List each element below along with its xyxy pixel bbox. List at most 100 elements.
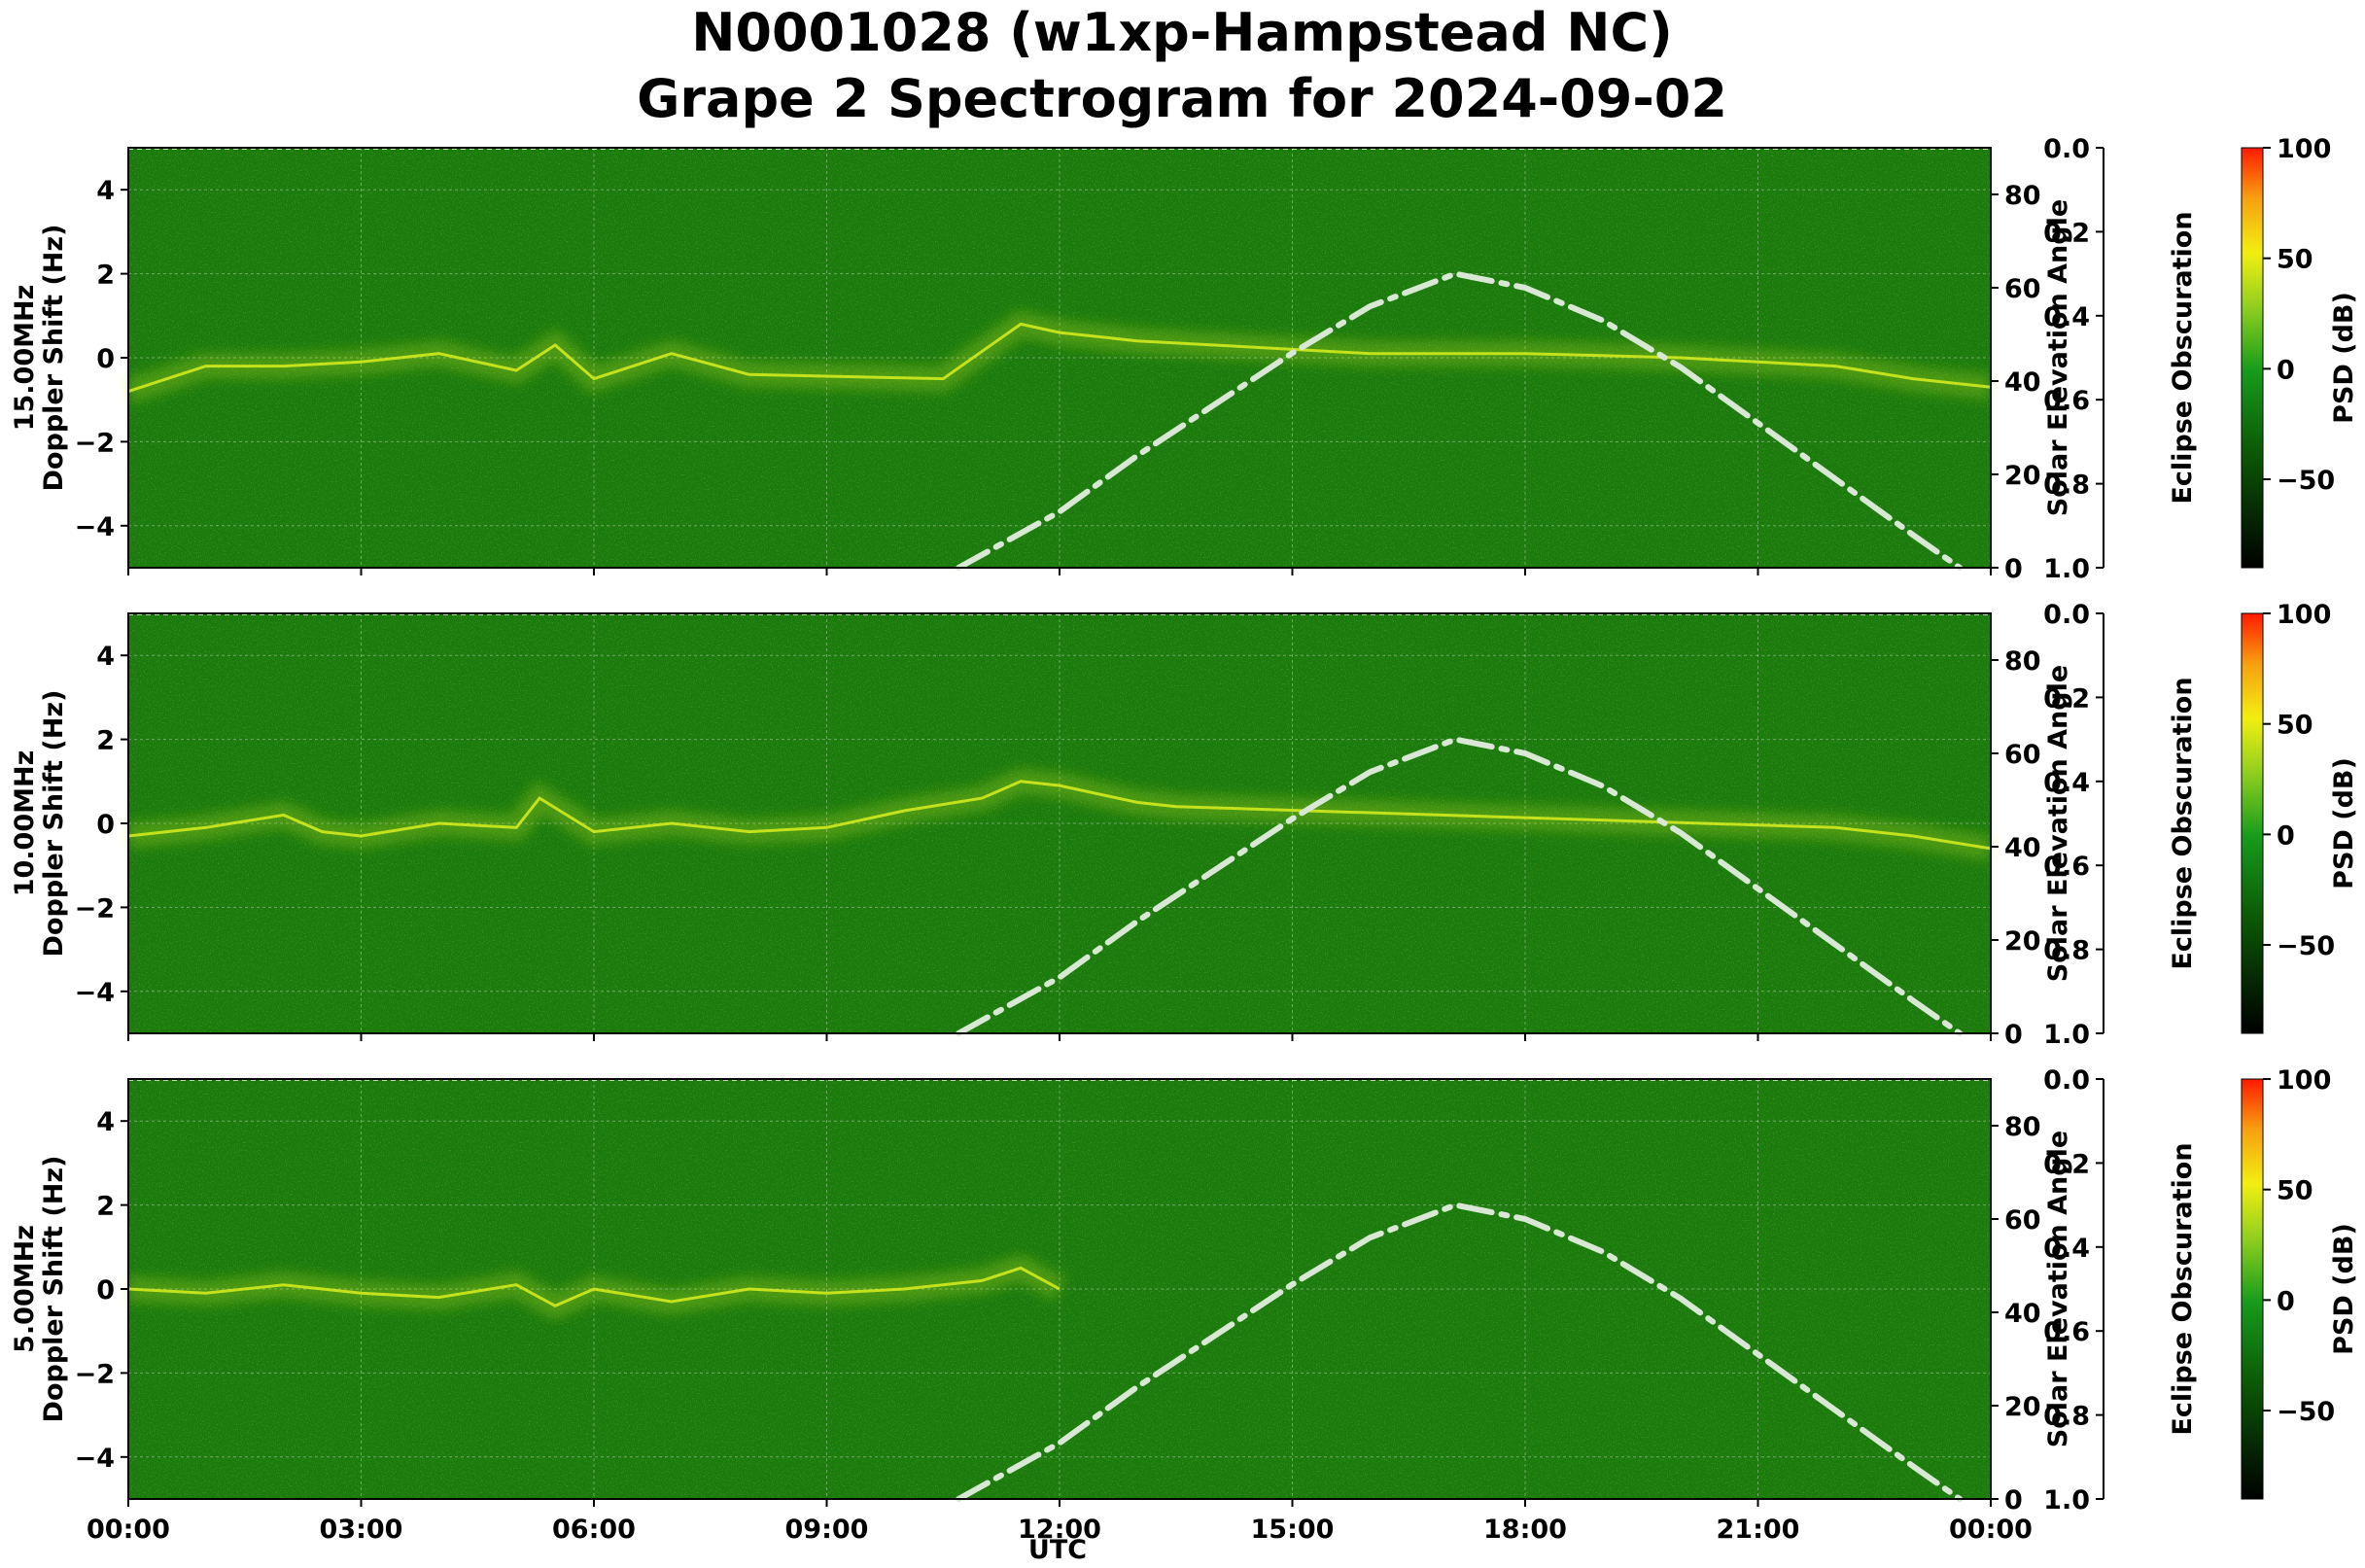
obscuration-tick-label: 0.6 bbox=[2043, 852, 2090, 882]
elevation-tick-label: 60 bbox=[2004, 1205, 2041, 1236]
colorbar-tick-label: 50 bbox=[2277, 1176, 2313, 1206]
signal-trace bbox=[127, 322, 1992, 394]
ylabel-doppler: Doppler Shift (Hz) bbox=[39, 225, 69, 492]
obscuration-tick-label: 0.2 bbox=[2043, 218, 2090, 248]
elevation-tick-label: 20 bbox=[2004, 926, 2041, 957]
panel-3: 420−2−45.00MHz Doppler Shift (Hz)80604020… bbox=[10, 1065, 2359, 1545]
left-tick-label: −4 bbox=[75, 978, 115, 1008]
solar-elevation-curve bbox=[956, 736, 1964, 1036]
ylabel-frequency: 15.00MHz bbox=[10, 285, 40, 432]
colorbar-tick-label: 50 bbox=[2277, 245, 2313, 275]
panels: 420−2−415.00MHz Doppler Shift (Hz)8060402… bbox=[10, 134, 2359, 1545]
x-tick-label: 00:00 bbox=[1949, 1515, 2033, 1545]
obscuration-tick-label: 1.0 bbox=[2043, 554, 2090, 584]
colorbar-label: PSD (dB) bbox=[2329, 1223, 2359, 1355]
left-tick-label: −2 bbox=[75, 1359, 115, 1389]
left-tick-label: 2 bbox=[96, 726, 115, 756]
left-tick-label: 0 bbox=[96, 1275, 115, 1306]
obscuration-tick-label: 0.2 bbox=[2043, 1149, 2090, 1179]
obscuration-axis-label: Eclipse Obscuration bbox=[2168, 211, 2198, 504]
colorbar-tick-label: −50 bbox=[2277, 931, 2335, 961]
colorbar-tick-label: 100 bbox=[2277, 134, 2331, 164]
obscuration-tick-label: 0.6 bbox=[2043, 1317, 2090, 1347]
elevation-tick-label: 40 bbox=[2004, 1299, 2041, 1329]
elevation-tick-label: 20 bbox=[2004, 461, 2041, 491]
obscuration-tick-label: 0.8 bbox=[2043, 1402, 2090, 1432]
colorbar bbox=[2241, 1078, 2264, 1500]
colorbar bbox=[2241, 147, 2264, 569]
colorbar-tick-label: 0 bbox=[2277, 1286, 2295, 1316]
left-tick-label: 2 bbox=[96, 261, 115, 291]
x-tick-label: 15:00 bbox=[1251, 1515, 1335, 1545]
solar-elevation-curve bbox=[956, 270, 1964, 571]
signal-trace bbox=[127, 780, 1992, 851]
obscuration-tick-label: 0.4 bbox=[2043, 1234, 2090, 1264]
x-tick-label: 06:00 bbox=[552, 1515, 636, 1545]
obscuration-tick-label: 0.8 bbox=[2043, 470, 2090, 501]
colorbar-tick-label: 50 bbox=[2277, 711, 2313, 741]
ylabel-doppler: Doppler Shift (Hz) bbox=[39, 1156, 69, 1423]
title-line-1: N0001028 (w1xp-Hampstead NC) bbox=[691, 2, 1673, 63]
elevation-axis-label: Solar Elevation Angle bbox=[2043, 1131, 2073, 1447]
panel-2: 420−2−410.00MHz Doppler Shift (Hz)8060402… bbox=[10, 600, 2359, 1050]
signal-trace bbox=[127, 1266, 1061, 1307]
ylabel-doppler: Doppler Shift (Hz) bbox=[39, 690, 69, 958]
left-tick-label: 2 bbox=[96, 1192, 115, 1222]
elevation-tick-label: 80 bbox=[2004, 646, 2041, 677]
colorbar-tick-label: 100 bbox=[2277, 600, 2331, 630]
obscuration-tick-label: 0.0 bbox=[2043, 134, 2090, 164]
colorbar-tick-label: −50 bbox=[2277, 1397, 2335, 1427]
ylabel-frequency: 10.00MHz bbox=[10, 750, 40, 897]
left-tick-label: 4 bbox=[96, 1107, 115, 1137]
colorbar-tick-label: −50 bbox=[2277, 466, 2335, 496]
elevation-tick-label: 0 bbox=[2004, 1020, 2023, 1050]
left-tick-label: −4 bbox=[75, 1444, 115, 1474]
elevation-tick-label: 80 bbox=[2004, 181, 2041, 211]
x-tick-label: 03:00 bbox=[320, 1515, 403, 1545]
colorbar-label: PSD (dB) bbox=[2329, 292, 2359, 424]
obscuration-tick-label: 0.0 bbox=[2043, 1065, 2090, 1096]
obscuration-tick-label: 0.6 bbox=[2043, 386, 2090, 416]
elevation-tick-label: 60 bbox=[2004, 740, 2041, 770]
left-tick-label: −4 bbox=[75, 512, 115, 542]
obscuration-tick-label: 0.4 bbox=[2043, 768, 2090, 798]
colorbar bbox=[2241, 612, 2264, 1034]
left-tick-label: 4 bbox=[96, 176, 115, 206]
x-tick-label: 09:00 bbox=[785, 1515, 869, 1545]
colorbar-tick-label: 100 bbox=[2277, 1065, 2331, 1096]
ylabel-frequency: 5.00MHz bbox=[10, 1225, 40, 1353]
obscuration-tick-label: 0.8 bbox=[2043, 936, 2090, 966]
figure-title: N0001028 (w1xp-Hampstead NC) Grape 2 Spe… bbox=[637, 2, 1727, 129]
colorbar-tick-label: 0 bbox=[2277, 820, 2295, 851]
elevation-tick-label: 60 bbox=[2004, 274, 2041, 304]
elevation-axis-label: Solar Elevation Angle bbox=[2043, 199, 2073, 516]
solar-elevation-curve bbox=[956, 1202, 1964, 1502]
x-tick-label: 12:00 bbox=[1018, 1515, 1101, 1545]
x-axis-label: UTC bbox=[1028, 1535, 1087, 1565]
obscuration-tick-label: 0.2 bbox=[2043, 683, 2090, 714]
elevation-tick-label: 40 bbox=[2004, 367, 2041, 398]
obscuration-tick-label: 0.4 bbox=[2043, 302, 2090, 332]
left-tick-label: 0 bbox=[96, 344, 115, 374]
x-tick-label: 18:00 bbox=[1483, 1515, 1567, 1545]
x-tick-label: 21:00 bbox=[1717, 1515, 1800, 1545]
colorbar-label: PSD (dB) bbox=[2329, 757, 2359, 889]
colorbar-tick-label: 0 bbox=[2277, 355, 2295, 385]
x-tick-label: 00:00 bbox=[87, 1515, 170, 1545]
obscuration-axis-label: Eclipse Obscuration bbox=[2168, 1142, 2198, 1435]
left-tick-label: 0 bbox=[96, 810, 115, 840]
obscuration-tick-label: 0.0 bbox=[2043, 600, 2090, 630]
obscuration-tick-label: 1.0 bbox=[2043, 1485, 2090, 1516]
left-tick-label: −2 bbox=[75, 893, 115, 923]
obscuration-axis-label: Eclipse Obscuration bbox=[2168, 677, 2198, 969]
elevation-axis-label: Solar Elevation Angle bbox=[2043, 665, 2073, 982]
panel-1: 420−2−415.00MHz Doppler Shift (Hz)8060402… bbox=[10, 134, 2359, 584]
elevation-tick-label: 40 bbox=[2004, 833, 2041, 863]
elevation-tick-label: 20 bbox=[2004, 1392, 2041, 1422]
left-tick-label: −2 bbox=[75, 428, 115, 458]
left-tick-label: 4 bbox=[96, 642, 115, 672]
elevation-tick-label: 0 bbox=[2004, 554, 2023, 584]
title-line-2: Grape 2 Spectrogram for 2024-09-02 bbox=[637, 68, 1727, 129]
elevation-tick-label: 0 bbox=[2004, 1485, 2023, 1516]
